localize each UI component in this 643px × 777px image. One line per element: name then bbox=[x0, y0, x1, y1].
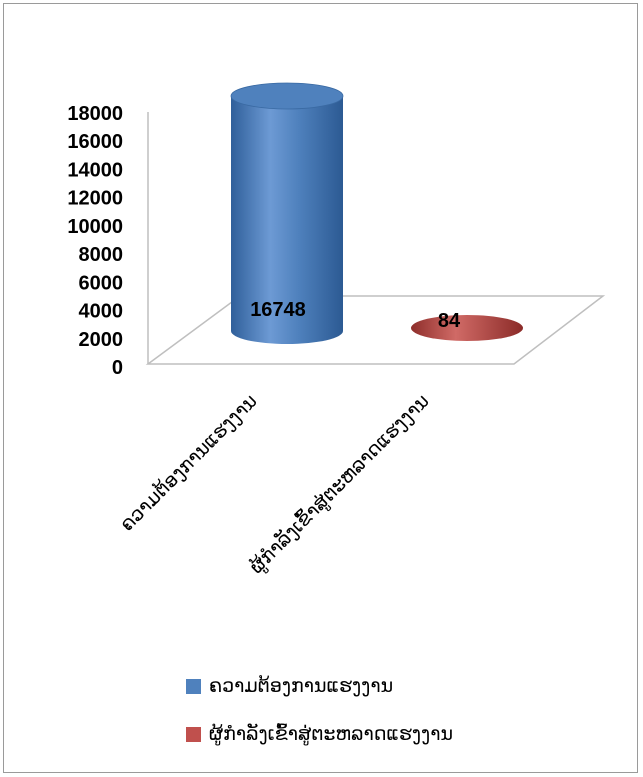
y-tick-label: 4000 bbox=[79, 301, 124, 323]
bars bbox=[230, 82, 523, 344]
data-label-1: 84 bbox=[438, 310, 461, 332]
category-label-1: ຜູ້ກໍາລັງເຂົ້າສູ່ຕະຫລາດແຮງງານ bbox=[245, 389, 435, 579]
legend: ຄວາມຕ້ອງການແຮງງານ ຜູ້ກໍາລັງເຂົ້າສູ່ຕະຫລາ… bbox=[186, 668, 453, 764]
legend-label-0: ຄວາມຕ້ອງການແຮງງານ bbox=[209, 675, 394, 697]
data-label-0: 16748 bbox=[250, 299, 306, 321]
y-tick-label: 6000 bbox=[79, 272, 124, 294]
legend-label-1: ຜູ້ກໍາລັງເຂົ້າສູ່ຕະຫລາດແຮງງານ bbox=[209, 723, 453, 745]
y-tick-label: 8000 bbox=[79, 244, 124, 266]
bar-top-1 bbox=[411, 315, 523, 341]
y-tick-label: 0 bbox=[112, 357, 123, 379]
y-tick-label: 10000 bbox=[67, 216, 123, 238]
bar-0 bbox=[230, 82, 344, 344]
category-labels: ຄວາມຕ້ອງການແຮງງານຜູ້ກໍາລັງເຂົ້າສູ່ຕະຫລາດ… bbox=[116, 389, 435, 579]
chart-floor bbox=[145, 295, 606, 365]
bar-1 bbox=[411, 315, 523, 341]
y-tick-label: 12000 bbox=[67, 188, 123, 210]
y-tick-label: 18000 bbox=[67, 103, 123, 125]
legend-swatch-0 bbox=[186, 678, 201, 694]
data-labels: 16748 84 bbox=[250, 299, 461, 332]
bar-body-0 bbox=[231, 96, 343, 344]
bar-top-0 bbox=[230, 82, 344, 110]
legend-item-0: ຄວາມຕ້ອງການແຮງງານ bbox=[186, 668, 453, 704]
legend-item-1: ຜູ້ກໍາລັງເຂົ້າສູ່ຕະຫລາດແຮງງານ bbox=[186, 716, 453, 752]
legend-swatch-1 bbox=[186, 726, 201, 742]
y-tick-label: 14000 bbox=[67, 159, 123, 181]
category-label-0: ຄວາມຕ້ອງການແຮງງານ bbox=[116, 390, 262, 536]
y-tick-labels: 0 2000 4000 6000 8000 10000 12000 14000 16000 180… bbox=[67, 103, 123, 379]
y-tick-label: 16000 bbox=[67, 131, 123, 153]
y-tick-label: 2000 bbox=[79, 329, 124, 351]
